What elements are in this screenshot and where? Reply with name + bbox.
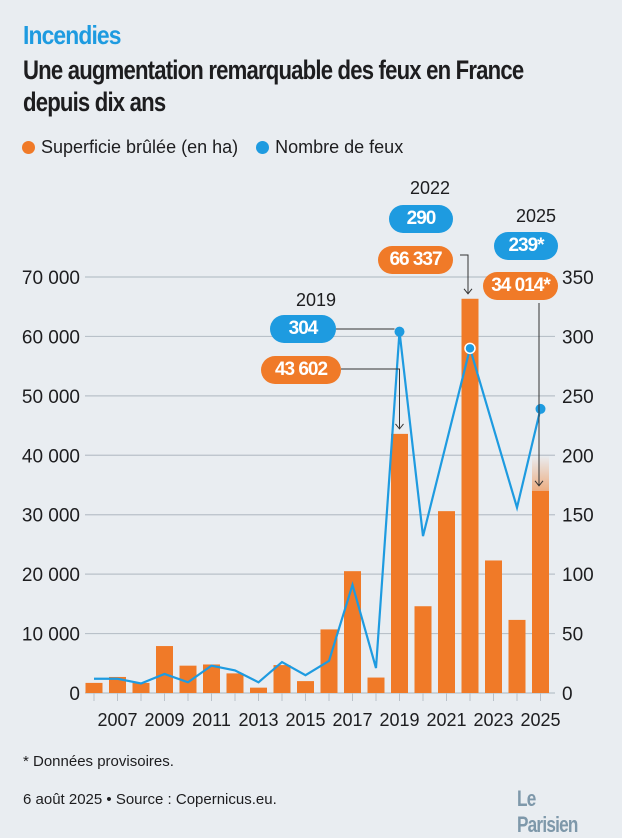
fires-point-2025: [535, 403, 546, 414]
bar-2023: [485, 560, 502, 693]
connector-area-2019: [341, 368, 400, 428]
x-tick-label: 2009: [144, 710, 184, 730]
source: 6 août 2025 • Source : Copernicus.eu.: [23, 791, 277, 808]
bar-2006: [85, 682, 103, 693]
annotation-year-2019: 2019: [296, 290, 337, 310]
fires-point-2022: [464, 342, 476, 355]
bar-2018: [367, 677, 385, 693]
bar-2009: [156, 646, 173, 693]
right-tick-label: 0: [562, 684, 573, 705]
annotation-fires-2025: 239*: [494, 232, 558, 260]
legend-swatch-fires: [256, 141, 270, 154]
provisional-bar-fade: [532, 455, 549, 491]
annotation-year-2022: 2022: [410, 178, 451, 198]
bar-2010: [179, 665, 197, 693]
bar-2013: [250, 687, 267, 693]
footnote: * Données provisoires.: [23, 753, 174, 770]
left-tick-label: 70 000: [22, 268, 80, 289]
left-tick-label: 50 000: [22, 387, 80, 408]
x-tick-label: 2021: [426, 710, 466, 730]
bar-2012: [226, 673, 244, 693]
legend-swatch-area: [22, 141, 35, 154]
bar-2020: [414, 606, 432, 693]
chart-title: Une augmentation remarquable des feux en…: [23, 55, 524, 117]
legend: Superficie brûlée (en ha) Nombre de feux: [22, 137, 421, 158]
legend-label-fires: Nombre de feux: [275, 137, 404, 157]
bar-2014: [273, 665, 291, 693]
left-tick-label: 60 000: [22, 327, 80, 348]
annotation-area-2025: 34 014*: [483, 272, 558, 300]
fires-line: [94, 331, 542, 685]
x-tick-label: 2007: [97, 710, 137, 730]
x-tick-label: 2023: [473, 710, 513, 730]
right-tick-label: 50: [562, 625, 583, 646]
bar-2007: [109, 676, 126, 693]
left-tick-label: 30 000: [22, 506, 80, 527]
x-tick-label: 2011: [192, 710, 231, 730]
fires-point-2019: [394, 326, 405, 337]
annotation-fires-2019: 304: [270, 315, 336, 343]
legend-label-area: Superficie brûlée (en ha): [41, 137, 239, 157]
bar-2025: [532, 490, 549, 693]
annotation-area-2019: 43 602: [261, 356, 341, 384]
bar-2015: [297, 681, 314, 693]
left-tick-label: 10 000: [22, 625, 80, 646]
annotation-fires-2022: 290: [389, 205, 453, 233]
bar-2024: [508, 619, 526, 693]
x-tick-label: 2025: [520, 710, 560, 730]
bar-2011: [203, 664, 220, 693]
bar-2022: [461, 298, 479, 693]
left-tick-label: 20 000: [22, 565, 80, 586]
kicker: Incendies: [23, 20, 122, 50]
bar-2008: [132, 682, 150, 693]
right-tick-label: 250: [562, 387, 594, 408]
right-tick-label: 200: [562, 446, 594, 467]
left-tick-label: 0: [69, 684, 80, 705]
bar-2021: [438, 511, 455, 693]
connector-area-2022: [460, 254, 469, 293]
right-tick-label: 150: [562, 506, 594, 527]
bar-2019: [391, 433, 408, 693]
annotation-year-2025: 2025: [516, 206, 557, 226]
arrowhead: [534, 480, 544, 487]
le-parisien-logo: Le Parisien: [517, 786, 578, 837]
right-tick-label: 300: [562, 327, 594, 348]
right-tick-label: 350: [562, 268, 594, 289]
x-tick-label: 2017: [332, 710, 372, 730]
left-tick-label: 40 000: [22, 446, 80, 467]
bar-2017: [344, 571, 361, 693]
arrowhead: [463, 288, 473, 295]
arrowhead: [395, 423, 404, 430]
right-tick-label: 100: [562, 565, 594, 586]
annotation-area-2022: 66 337: [378, 246, 453, 274]
x-tick-label: 2019: [379, 710, 419, 730]
x-tick-label: 2013: [238, 710, 278, 730]
x-tick-label: 2015: [285, 710, 325, 730]
